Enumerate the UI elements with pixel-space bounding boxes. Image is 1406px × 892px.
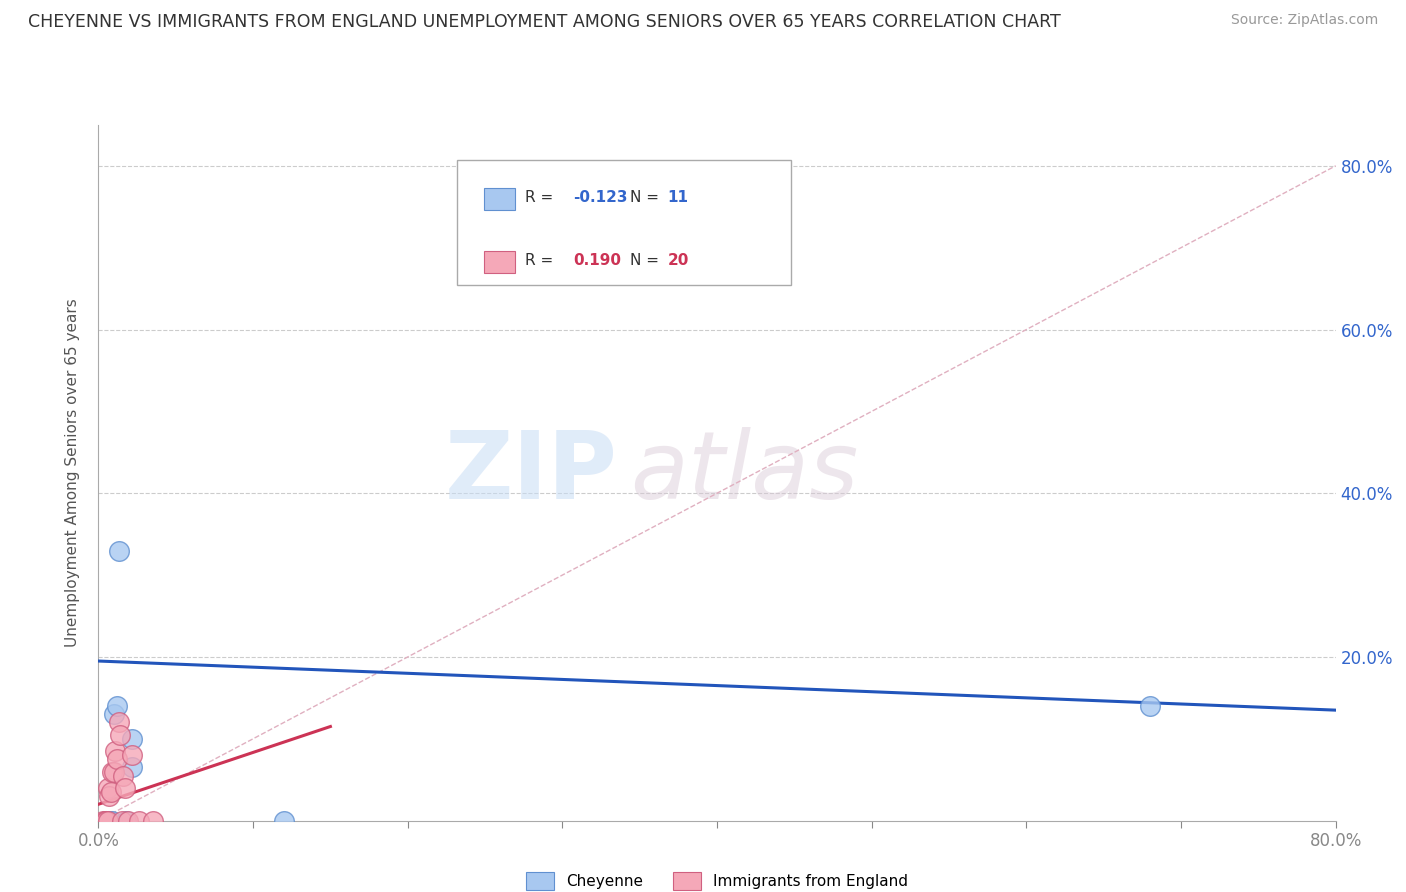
FancyBboxPatch shape bbox=[485, 251, 516, 273]
Point bbox=[112, 769, 135, 783]
Point bbox=[101, 764, 124, 779]
Point bbox=[96, 814, 118, 828]
Point bbox=[1139, 699, 1161, 714]
Point bbox=[103, 764, 125, 779]
Point bbox=[108, 728, 131, 742]
Point bbox=[273, 814, 295, 828]
Text: 11: 11 bbox=[668, 190, 689, 205]
Text: ZIP: ZIP bbox=[446, 426, 619, 519]
Point bbox=[103, 707, 125, 722]
Point bbox=[105, 752, 128, 766]
Point bbox=[111, 814, 134, 828]
Point bbox=[142, 814, 165, 828]
Text: 20: 20 bbox=[668, 253, 689, 268]
Point bbox=[107, 543, 129, 558]
Text: R =: R = bbox=[526, 190, 558, 205]
Text: -0.123: -0.123 bbox=[574, 190, 628, 205]
Point bbox=[96, 814, 118, 828]
Point bbox=[107, 715, 129, 730]
Text: CHEYENNE VS IMMIGRANTS FROM ENGLAND UNEMPLOYMENT AMONG SENIORS OVER 65 YEARS COR: CHEYENNE VS IMMIGRANTS FROM ENGLAND UNEM… bbox=[28, 13, 1062, 31]
Point bbox=[128, 814, 150, 828]
Point bbox=[101, 814, 124, 828]
FancyBboxPatch shape bbox=[457, 160, 792, 285]
Point bbox=[91, 814, 114, 828]
Point bbox=[98, 814, 121, 828]
Point bbox=[121, 760, 143, 774]
Text: 0.190: 0.190 bbox=[574, 253, 621, 268]
Text: atlas: atlas bbox=[630, 427, 859, 518]
Point bbox=[121, 748, 143, 763]
Text: N =: N = bbox=[630, 253, 664, 268]
Point bbox=[115, 814, 138, 828]
Text: R =: R = bbox=[526, 253, 558, 268]
Text: Source: ZipAtlas.com: Source: ZipAtlas.com bbox=[1230, 13, 1378, 28]
Point bbox=[105, 699, 128, 714]
Point bbox=[114, 780, 136, 795]
FancyBboxPatch shape bbox=[485, 188, 516, 211]
Point bbox=[117, 814, 139, 828]
Point bbox=[100, 785, 122, 799]
Point bbox=[97, 780, 120, 795]
Text: N =: N = bbox=[630, 190, 664, 205]
Point bbox=[93, 814, 115, 828]
Point bbox=[97, 814, 120, 828]
Y-axis label: Unemployment Among Seniors over 65 years: Unemployment Among Seniors over 65 years bbox=[65, 299, 80, 647]
Point bbox=[98, 789, 121, 803]
Point bbox=[104, 744, 127, 758]
Legend: Cheyenne, Immigrants from England: Cheyenne, Immigrants from England bbox=[526, 871, 908, 889]
Point bbox=[121, 731, 143, 746]
